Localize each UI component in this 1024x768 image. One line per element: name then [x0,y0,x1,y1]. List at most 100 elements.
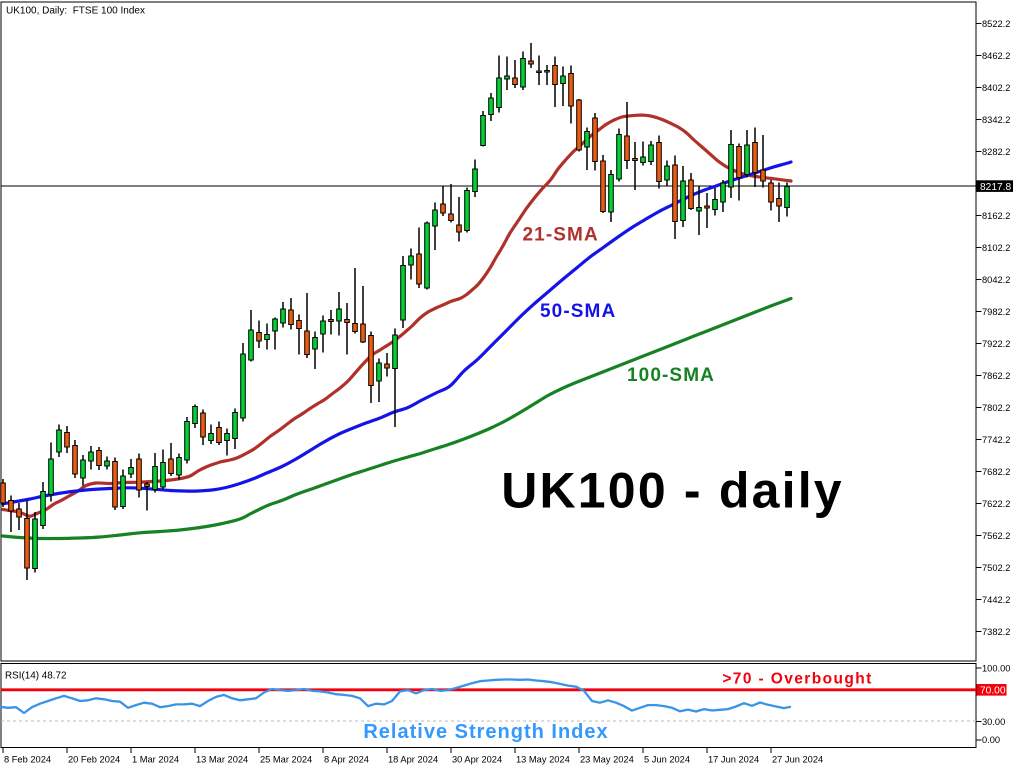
candle-body-bull [104,460,110,467]
candlestick [352,268,358,334]
candle-body-bull [608,174,614,213]
candle-body-bull [464,190,470,231]
candle-body-bull [40,491,46,526]
candle-body-bear [72,445,78,475]
candle-body-bear [656,142,662,182]
candlestick [536,55,542,85]
candle-body-bull [400,265,406,321]
candlestick [704,193,710,228]
candlestick [184,417,190,464]
price-axis-label: 8522.2 [982,19,1010,29]
candlestick [640,141,646,166]
axis-layer: 8522.2 8462.2 8402.2 8342.2 8282.2 8162.2 8102… [2,19,1010,764]
price-axis-label: 7382.2 [982,627,1010,637]
candlestick [760,135,766,188]
candle-body-bear [16,508,22,518]
candle-body-bear [448,213,454,221]
price-axis-label: 8342.2 [982,115,1010,125]
candle-body-bear [416,253,422,285]
price-axis-label: 8282.2 [982,147,1010,157]
candlestick [688,173,694,210]
rsi-axis-label: 0.00 [982,735,1000,745]
rsi-title-annotation: Relative Strength Index [363,721,608,743]
candlestick [256,320,262,348]
candle-body-bull [248,329,254,361]
candle-body-bull [264,334,270,340]
candle-body-bull [392,334,398,369]
candle-body-bear [760,169,766,182]
candle-body-bull [312,337,318,350]
candle-body-bear [440,203,446,214]
candle-body-bull [240,353,246,419]
candlestick [496,55,502,113]
candle-body-bull [488,97,494,115]
candle-body-bear [168,458,174,474]
candlestick [64,426,70,453]
candlestick [104,456,110,470]
candle-body-bear [96,450,102,466]
candles-layer [0,43,790,580]
candlestick [96,447,102,470]
price-axis-label: 8102.2 [982,243,1010,253]
candlestick [328,310,334,335]
sma50-label: 50-SMA [540,301,616,322]
candle-body-bull [272,318,278,332]
time-axis-label: 1 Mar 2024 [132,754,179,764]
candle-body-bull [232,412,238,439]
candlestick [0,479,6,507]
candlestick [744,130,750,178]
candlestick [784,182,790,217]
candle-body-bear [776,198,782,207]
price-axis-label: 8462.2 [982,51,1010,61]
candlestick [72,440,78,478]
candlestick [616,128,622,182]
candle-body-bull [280,308,286,324]
candle-body-bear [344,319,350,323]
candlestick [632,142,638,190]
candle-body-bear [296,320,302,329]
candle-body-bull [680,180,686,221]
candlestick [320,315,326,353]
candlestick [736,143,742,201]
candle-body-bull [640,156,646,163]
candlestick [504,56,510,90]
candle-body-bear [112,461,118,508]
rsi-level70-marker: 70.00 [976,684,1007,697]
time-axis-label: 13 May 2024 [516,754,570,764]
rsi-axis-label: 30.00 [982,717,1005,727]
candlestick [16,503,22,530]
candlestick [144,482,150,511]
main-panel-border [0,1,977,662]
candlestick [232,408,238,449]
price-marker-value: 8217.8 [980,182,1011,193]
time-axis-label: 25 Mar 2024 [260,754,312,764]
candlestick [488,93,494,121]
candlestick [440,186,446,216]
sma21-label: 21-SMA [523,225,599,246]
rsi-marker-box [976,684,1007,696]
rsi-marker-value: 70.00 [980,686,1006,697]
candle-body-bull [784,186,790,208]
candlestick [472,159,478,197]
candle-body-bear [360,323,366,343]
candlestick [592,113,598,171]
time-axis-label: 13 Mar 2024 [196,754,248,764]
sma50-line [1,160,793,506]
candlestick [400,256,406,328]
candle-body-bull [408,255,414,266]
candlestick [176,453,182,480]
candlestick [768,180,774,211]
candlestick [576,99,582,152]
candlestick [520,51,526,90]
candlestick [248,310,254,362]
candlestick [424,221,430,290]
candlestick [544,65,550,85]
candlestick [392,328,398,427]
candle-body-bear [512,77,518,85]
candlestick [304,293,310,358]
candle-body-bear [200,412,206,438]
candlestick [24,500,30,580]
candle-body-bear [256,332,262,342]
candlestick [312,331,318,369]
